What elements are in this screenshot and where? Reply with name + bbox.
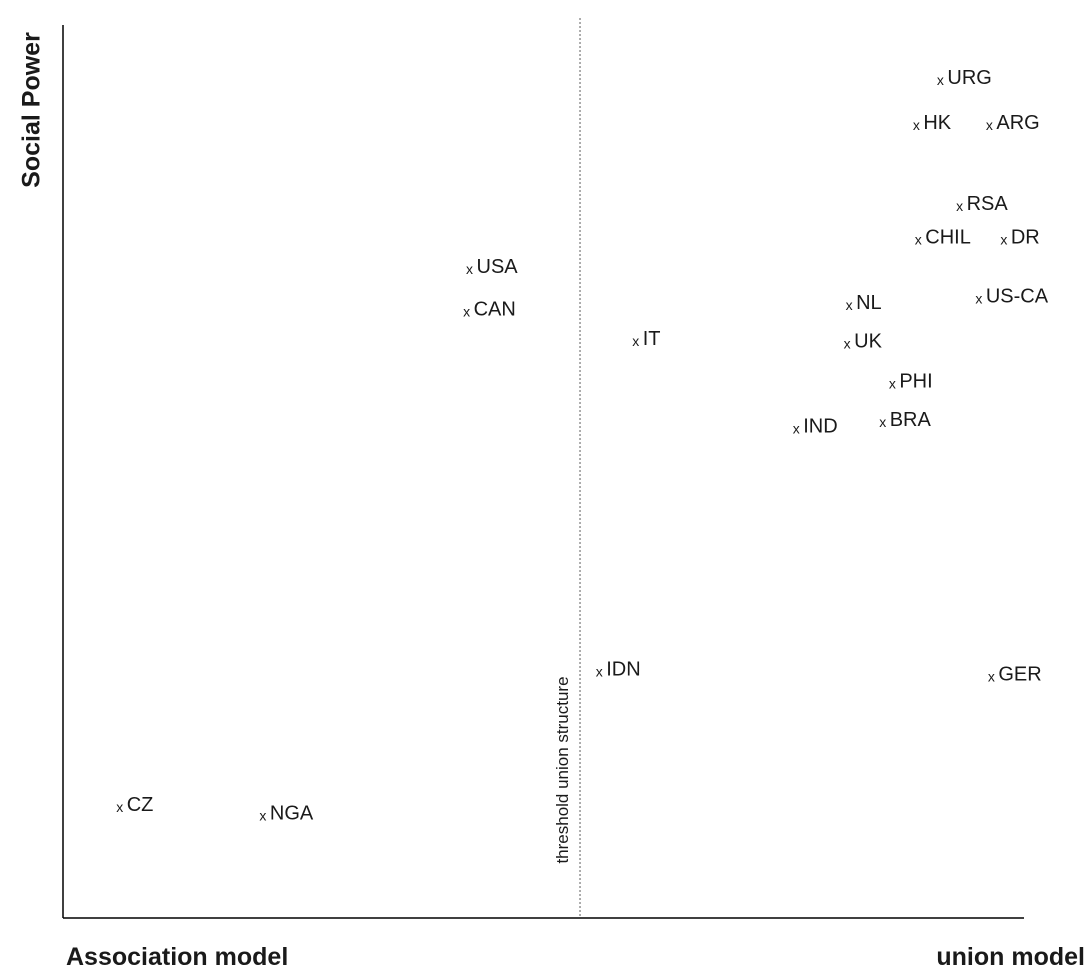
data-point-usa: x USA (466, 256, 518, 278)
point-marker: x (793, 420, 800, 436)
point-marker: x (846, 297, 853, 313)
x-axis-label-left: Association model (66, 943, 289, 971)
point-label: GER (998, 664, 1041, 686)
data-point-ger: x GER (988, 664, 1042, 686)
point-label: URG (947, 67, 991, 89)
point-label: UK (854, 331, 882, 353)
data-point-cz: x CZ (116, 794, 153, 816)
x-axis-label-right: union model (936, 943, 1085, 971)
point-label: IDN (606, 658, 640, 680)
data-point-can: x CAN (463, 298, 516, 320)
point-label: HK (923, 112, 951, 134)
point-marker: x (988, 669, 995, 685)
point-label: NL (856, 292, 882, 314)
point-label: BRA (890, 409, 932, 431)
data-point-us-ca: x US-CA (975, 286, 1048, 308)
data-point-hk: x HK (913, 112, 952, 134)
data-point-idn: x IDN (596, 658, 641, 680)
point-marker: x (913, 117, 920, 133)
data-point-uk: x UK (844, 331, 883, 353)
point-marker: x (844, 336, 851, 352)
point-label: IND (803, 415, 837, 437)
point-marker: x (986, 117, 993, 133)
y-axis-title-wrap: Social Power (0, 0, 60, 240)
data-point-it: x IT (632, 328, 660, 350)
point-label: DR (1011, 226, 1040, 248)
data-point-chil: x CHIL (915, 226, 971, 248)
data-point-nga: x NGA (259, 802, 314, 824)
point-marker: x (937, 72, 944, 88)
data-point-phi: x PHI (889, 370, 933, 392)
data-point-dr: x DR (1000, 226, 1039, 248)
point-marker: x (596, 663, 603, 679)
point-marker: x (116, 799, 123, 815)
point-label: RSA (967, 193, 1009, 215)
point-label: CHIL (925, 226, 971, 248)
point-label: PHI (899, 370, 932, 392)
point-marker: x (1000, 231, 1007, 247)
point-label: CAN (474, 298, 516, 320)
point-marker: x (259, 807, 266, 823)
point-marker: x (956, 198, 963, 214)
y-axis-title: Social Power (17, 32, 46, 188)
point-marker: x (466, 261, 473, 277)
data-point-arg: x ARG (986, 112, 1040, 134)
data-point-nl: x NL (846, 292, 882, 314)
threshold-label: threshold union structure (553, 676, 572, 864)
point-marker: x (915, 231, 922, 247)
point-marker: x (889, 375, 896, 391)
point-marker: x (463, 303, 470, 319)
point-label: NGA (270, 802, 314, 824)
point-label: IT (643, 328, 661, 350)
data-point-bra: x BRA (879, 409, 931, 431)
data-point-urg: x URG (937, 67, 992, 89)
data-point-ind: x IND (793, 415, 838, 437)
point-label: ARG (996, 112, 1039, 134)
point-label: CZ (127, 794, 154, 816)
point-marker: x (632, 333, 639, 349)
point-marker: x (975, 291, 982, 307)
point-marker: x (879, 414, 886, 430)
point-label: USA (477, 256, 519, 278)
data-point-rsa: x RSA (956, 193, 1008, 215)
point-label: US-CA (986, 286, 1049, 308)
